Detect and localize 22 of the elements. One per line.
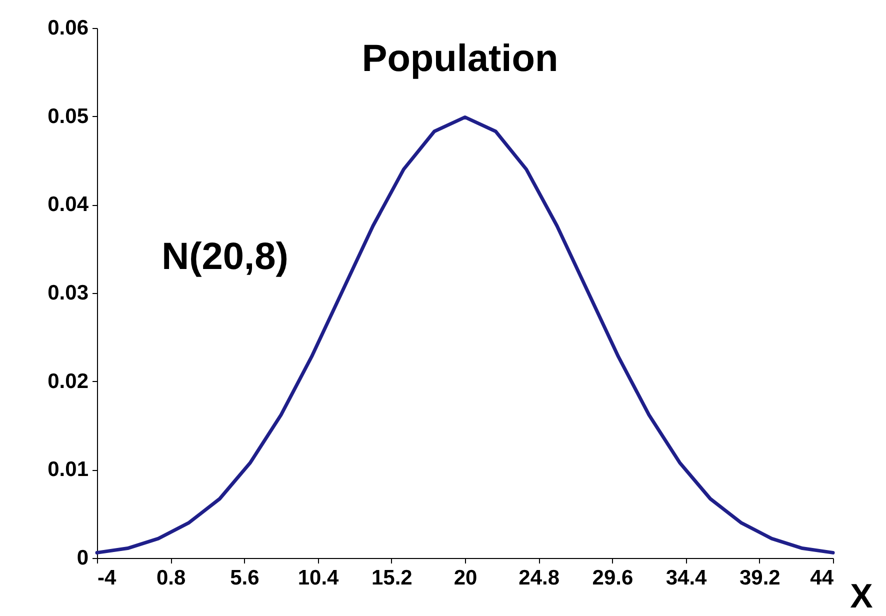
x-tick-label: 44: [810, 566, 834, 590]
x-tick-label: 29.6: [592, 566, 634, 590]
x-tick-label: -4: [98, 566, 116, 590]
line-series: [95, 115, 835, 554]
y-tick-label: 0.02: [48, 370, 88, 393]
y-tick-label: 0.01: [48, 458, 89, 482]
y-tick-label: 0.05: [48, 104, 89, 128]
x-tick-label: 15.2: [371, 566, 412, 590]
x-tick-label: 20: [454, 566, 478, 590]
x-tick-label: 5.6: [230, 566, 260, 590]
chart-title: Population: [362, 38, 558, 80]
y-tick-label: 0.06: [48, 16, 88, 40]
y-tick-label: 0.04: [48, 193, 89, 216]
y-tick-label: 0.03: [48, 282, 88, 304]
x-tick-label: 24.8: [518, 566, 560, 590]
annotation: N(20,8): [162, 236, 288, 278]
y-tick-label: 0: [76, 546, 88, 570]
x-tick-label: 0.8: [156, 566, 186, 590]
x-axis-title: X: [850, 578, 874, 616]
x-tick-label: 34.4: [666, 566, 708, 590]
x-tick-label: 39.2: [739, 566, 780, 590]
x-tick-label: 10.4: [298, 566, 340, 590]
